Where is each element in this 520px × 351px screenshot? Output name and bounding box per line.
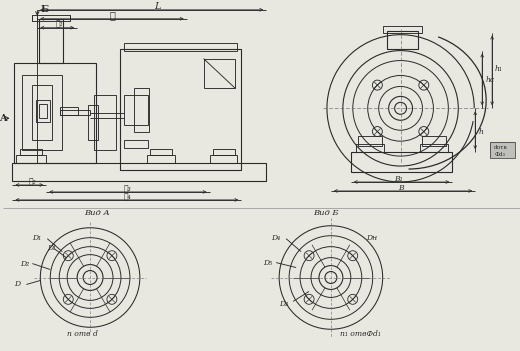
Text: Dl: Dl: [47, 244, 56, 252]
Bar: [120, 49, 241, 170]
Text: ℓ₁: ℓ₁: [55, 21, 63, 29]
Bar: [358, 136, 382, 146]
Bar: [124, 140, 148, 148]
Bar: [210, 155, 237, 163]
Text: D₅: D₅: [263, 259, 272, 266]
Text: B: B: [398, 184, 404, 192]
Bar: [12, 163, 266, 181]
Bar: [15, 62, 96, 163]
Text: D₃: D₃: [279, 300, 288, 309]
Text: Dн: Dн: [366, 234, 377, 242]
Text: D₂: D₂: [20, 260, 30, 267]
Text: h₁: h₁: [495, 65, 503, 73]
Bar: [150, 149, 172, 155]
Bar: [36, 100, 50, 122]
Bar: [88, 105, 98, 140]
Text: B₁: B₁: [394, 175, 403, 183]
Text: n₁ отвФd₁: n₁ отвФd₁: [340, 330, 381, 338]
Text: dотв: dотв: [494, 145, 508, 150]
Bar: [124, 95, 148, 125]
Text: Фd₃: Фd₃: [494, 152, 505, 157]
Text: Вид А: Вид А: [84, 209, 110, 217]
Bar: [134, 88, 149, 132]
Bar: [490, 142, 515, 158]
Bar: [60, 107, 78, 115]
Bar: [22, 75, 62, 150]
Bar: [351, 152, 452, 172]
Text: Б: Б: [41, 5, 48, 14]
Text: ℓ₄: ℓ₄: [124, 193, 132, 201]
Bar: [20, 149, 42, 155]
Bar: [421, 144, 448, 152]
Bar: [422, 136, 446, 146]
Bar: [94, 95, 116, 150]
Text: D₁: D₁: [32, 234, 42, 242]
Bar: [147, 155, 175, 163]
Bar: [214, 149, 236, 155]
Bar: [40, 19, 63, 62]
Text: ℓ₂: ℓ₂: [29, 178, 36, 186]
Bar: [356, 144, 384, 152]
Text: ℓ: ℓ: [110, 11, 116, 20]
Text: L: L: [154, 2, 160, 11]
Text: h: h: [478, 128, 483, 136]
Bar: [387, 31, 419, 49]
Bar: [40, 104, 47, 118]
Bar: [203, 59, 236, 88]
Bar: [383, 26, 422, 33]
Bar: [124, 42, 237, 51]
Text: A: A: [0, 114, 6, 123]
Text: D₄: D₄: [271, 234, 280, 242]
Text: Вид Б: Вид Б: [313, 209, 339, 217]
Bar: [32, 85, 53, 140]
Text: D: D: [15, 280, 21, 289]
Text: n отв d: n отв d: [67, 330, 98, 338]
Text: ℓ₃: ℓ₃: [124, 185, 132, 193]
Bar: [32, 15, 70, 21]
Text: hc: hc: [485, 77, 495, 85]
Bar: [60, 110, 90, 115]
Bar: [17, 155, 46, 163]
